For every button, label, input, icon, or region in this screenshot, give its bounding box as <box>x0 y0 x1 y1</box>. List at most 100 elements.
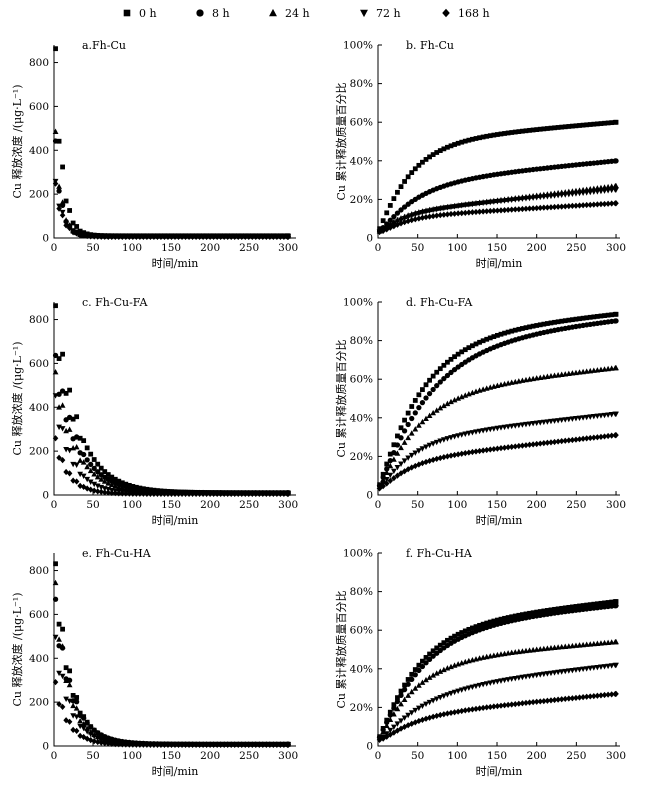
data-point <box>412 212 419 218</box>
data-point <box>105 472 111 477</box>
data-point <box>277 233 284 241</box>
series-8h <box>52 352 291 496</box>
data-point <box>537 672 544 678</box>
data-point <box>608 200 615 207</box>
data-point <box>469 684 476 690</box>
data-point <box>569 317 575 323</box>
data-point <box>459 630 465 635</box>
data-point <box>405 712 412 719</box>
data-point <box>408 213 415 219</box>
data-point <box>437 366 443 372</box>
data-point <box>448 356 454 362</box>
data-point <box>137 490 143 497</box>
y-tick-label: 0 <box>42 490 49 502</box>
data-point <box>137 233 143 241</box>
data-point <box>480 447 486 454</box>
x-tick-label: 100 <box>122 499 142 511</box>
data-point <box>87 479 94 485</box>
x-tick-label: 0 <box>51 750 58 762</box>
data-point <box>452 354 457 360</box>
data-point <box>70 416 76 422</box>
data-point <box>193 233 199 241</box>
data-point <box>530 610 536 616</box>
data-point <box>602 313 607 318</box>
data-point <box>231 490 238 498</box>
data-point <box>405 410 411 416</box>
data-point <box>437 404 444 411</box>
data-point <box>119 480 125 486</box>
data-point <box>112 476 118 482</box>
data-point <box>66 681 73 688</box>
data-point <box>130 233 136 241</box>
data-point <box>210 233 217 241</box>
data-point <box>398 425 404 431</box>
x-axis-label: 时间/min <box>152 514 199 527</box>
data-point <box>80 733 87 741</box>
data-point <box>508 206 515 213</box>
data-point <box>469 448 476 456</box>
data-point <box>501 677 508 684</box>
data-point <box>466 626 472 632</box>
panel-b: 0 50 100 150 200 250 300 0 20% 40% 60% 80% 100% b. Fh… <box>334 39 626 270</box>
data-point <box>416 404 422 411</box>
data-point <box>246 233 252 241</box>
data-point <box>405 421 411 428</box>
data-point <box>112 233 119 240</box>
data-point <box>573 436 579 443</box>
data-point <box>408 430 415 436</box>
data-point <box>573 316 579 322</box>
data-point <box>56 424 62 431</box>
data-point <box>200 233 206 241</box>
data-point <box>394 705 401 712</box>
data-point <box>133 490 140 497</box>
data-point <box>416 162 422 168</box>
data-point <box>573 416 579 422</box>
data-point <box>566 695 572 702</box>
data-point <box>84 232 90 240</box>
data-point <box>576 694 583 701</box>
data-point <box>80 232 87 239</box>
data-point <box>101 489 108 496</box>
data-point <box>448 452 454 459</box>
data-point <box>476 428 483 435</box>
data-point <box>56 188 62 194</box>
data-point <box>87 467 94 474</box>
data-point <box>423 660 429 666</box>
data-point <box>405 677 411 682</box>
data-point <box>534 323 540 328</box>
data-point <box>401 715 408 721</box>
y-axis-label: Cu 释放浓度 /(μg·L⁻¹) <box>10 85 24 199</box>
data-point <box>52 393 59 399</box>
data-point <box>530 699 536 706</box>
panel-title: a.Fh-Cu <box>82 39 126 52</box>
data-point <box>59 426 66 432</box>
data-point <box>559 124 565 130</box>
data-point <box>70 702 77 709</box>
data-point <box>469 430 476 436</box>
data-point <box>387 462 394 469</box>
data-point <box>380 218 386 224</box>
data-point <box>584 315 590 321</box>
data-point <box>459 349 465 355</box>
data-point <box>179 741 185 749</box>
data-point <box>52 368 59 375</box>
data-point <box>73 699 80 705</box>
x-tick-label: 150 <box>161 499 181 511</box>
data-point <box>491 703 497 710</box>
data-point <box>401 686 408 693</box>
data-point <box>601 188 608 194</box>
data-point <box>608 412 615 418</box>
data-point <box>80 725 87 732</box>
data-point <box>537 420 544 426</box>
data-point <box>498 702 504 709</box>
data-point <box>473 341 479 347</box>
data-point <box>448 435 454 441</box>
data-point <box>551 696 558 704</box>
data-point <box>52 679 59 686</box>
data-point <box>53 561 58 567</box>
data-point <box>523 205 529 212</box>
data-point <box>576 202 583 209</box>
data-point <box>484 133 490 139</box>
y-tick-label: 200 <box>29 697 49 709</box>
data-point <box>73 714 80 720</box>
